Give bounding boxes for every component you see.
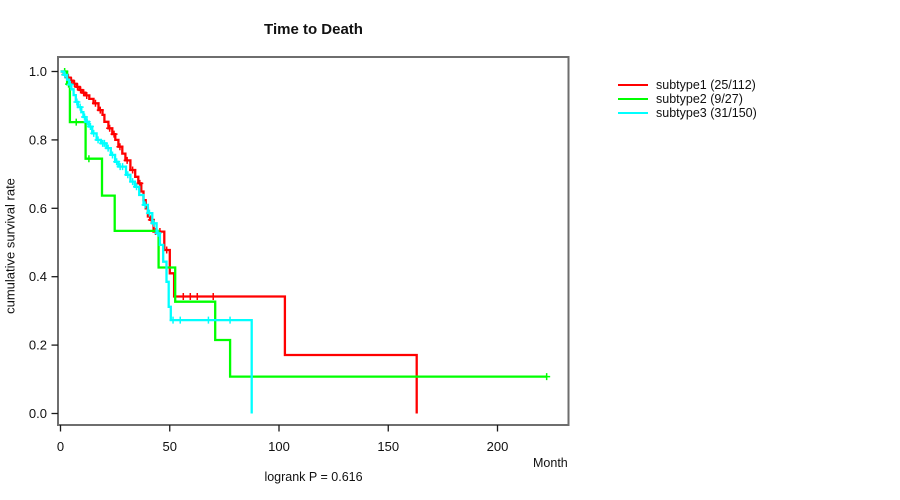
y-tick-label: 0.2: [29, 338, 47, 353]
x-axis-label: Month: [533, 456, 568, 470]
censor-mark: [129, 178, 137, 186]
censor-mark: [76, 103, 84, 111]
censor-mark: [72, 118, 80, 126]
censor-mark: [193, 293, 201, 301]
y-tick-label: 0.4: [29, 269, 47, 284]
censor-mark: [104, 144, 112, 152]
legend-line-swatch: [618, 98, 648, 100]
y-tick-label: 1.0: [29, 64, 47, 79]
censor-mark: [226, 316, 234, 324]
censor-mark: [109, 151, 117, 159]
survival-curve-1: [60, 70, 418, 414]
censor-mark: [150, 219, 158, 227]
censor-mark: [163, 246, 171, 254]
censor-mark: [123, 156, 131, 164]
censor-mark: [66, 80, 74, 88]
censor-mark: [129, 166, 137, 174]
legend-item: subtype1 (25/112): [618, 78, 757, 92]
censor-mark: [96, 106, 104, 114]
censor-mark: [124, 171, 132, 179]
logrank-pvalue-text: logrank P = 0.616: [264, 470, 363, 484]
censor-mark: [209, 293, 217, 301]
plot-box: [57, 56, 570, 426]
censor-mark: [116, 143, 124, 151]
legend: subtype1 (25/112) subtype2 (9/27) subtype3…: [618, 78, 757, 120]
censor-mark: [100, 139, 108, 147]
survival-curve-2: [60, 70, 547, 378]
censor-mark: [91, 99, 99, 107]
y-tick-label: 0.6: [29, 201, 47, 216]
legend-line-swatch: [618, 112, 648, 114]
x-tick-label: 100: [268, 439, 290, 454]
censor-mark: [176, 316, 184, 324]
censor-mark: [90, 129, 98, 137]
censor-mark: [113, 158, 121, 166]
censor-mark: [61, 71, 69, 79]
censor-mark: [154, 229, 162, 237]
censor-mark: [94, 136, 102, 144]
legend-label: subtype2 (9/27): [656, 92, 743, 106]
survival-curve-3: [60, 70, 253, 414]
legend-label: subtype1 (25/112): [656, 78, 756, 92]
x-tick-label: 50: [163, 439, 177, 454]
legend-item: subtype2 (9/27): [618, 92, 757, 106]
legend-item: subtype3 (31/150): [618, 106, 757, 120]
censor-mark: [106, 124, 114, 132]
censor-mark: [169, 316, 177, 324]
censor-mark: [83, 91, 91, 99]
censor-mark: [133, 183, 141, 191]
x-tick-label: 200: [487, 439, 509, 454]
x-tick-label: 150: [377, 439, 399, 454]
legend-line-swatch: [618, 84, 648, 86]
censor-mark: [186, 293, 194, 301]
censor-mark: [141, 201, 149, 209]
x-tick-label: 0: [57, 439, 64, 454]
censor-mark: [86, 123, 94, 131]
censor-mark: [145, 209, 153, 217]
censor-mark: [119, 163, 127, 171]
censor-mark: [110, 130, 118, 138]
plot-title: Time to Death: [264, 21, 363, 38]
censor-mark: [543, 373, 551, 381]
legend-label: subtype3 (31/150): [656, 106, 757, 120]
y-axis-label: cumulative survival rate: [2, 178, 18, 314]
censor-mark: [204, 316, 212, 324]
censor-mark: [81, 113, 89, 121]
y-tick-label: 0.0: [29, 406, 47, 421]
censor-mark: [85, 155, 93, 163]
censor-mark: [179, 293, 187, 301]
y-tick-label: 0.8: [29, 132, 47, 147]
censor-mark: [73, 98, 81, 106]
censor-mark: [83, 118, 91, 126]
